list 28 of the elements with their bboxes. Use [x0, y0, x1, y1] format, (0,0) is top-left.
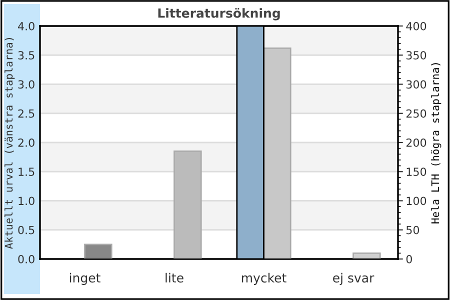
y-tick-label: 1.5 [18, 168, 34, 176]
y2-tick-label: 0 [406, 254, 412, 264]
y2-tick-label: 50 [406, 226, 420, 234]
y-tick-label: 3.0 [18, 80, 34, 89]
y2-tick-label: 400 [406, 22, 426, 30]
y-tick-label: 2.5 [18, 109, 34, 118]
y-tick-label: 1.0 [18, 196, 34, 206]
y2-tick-label: 250 [406, 109, 426, 118]
bar [174, 150, 202, 259]
y-tick-label: 2.0 [18, 138, 34, 147]
x-tick-label: mycket [242, 272, 286, 285]
y-tick-label: 0.5 [18, 226, 34, 234]
x-tick-label: ej svar [333, 272, 374, 285]
bar [84, 244, 112, 259]
y2-tick-label: 200 [406, 138, 426, 147]
y2-axis-title: Hela LTH (högra staplarna) [431, 63, 442, 224]
y2-tick-label: 100 [406, 196, 426, 206]
y-axis-title: Aktuellt urval (vänstra staplarna) [4, 38, 15, 249]
y2-tick-label: 150 [406, 168, 426, 176]
y-tick-label: 3.5 [18, 51, 34, 60]
x-tick-label: lite [166, 272, 184, 283]
bar [352, 252, 381, 259]
y2-tick-label: 300 [406, 80, 426, 89]
y-tick-label: 0.0 [18, 254, 34, 264]
x-tick-label: inget [70, 272, 100, 285]
chart-title: Litteratursökning [158, 8, 280, 20]
y-tick-label: 4.0 [18, 22, 34, 30]
y2-tick-label: 350 [406, 51, 426, 60]
